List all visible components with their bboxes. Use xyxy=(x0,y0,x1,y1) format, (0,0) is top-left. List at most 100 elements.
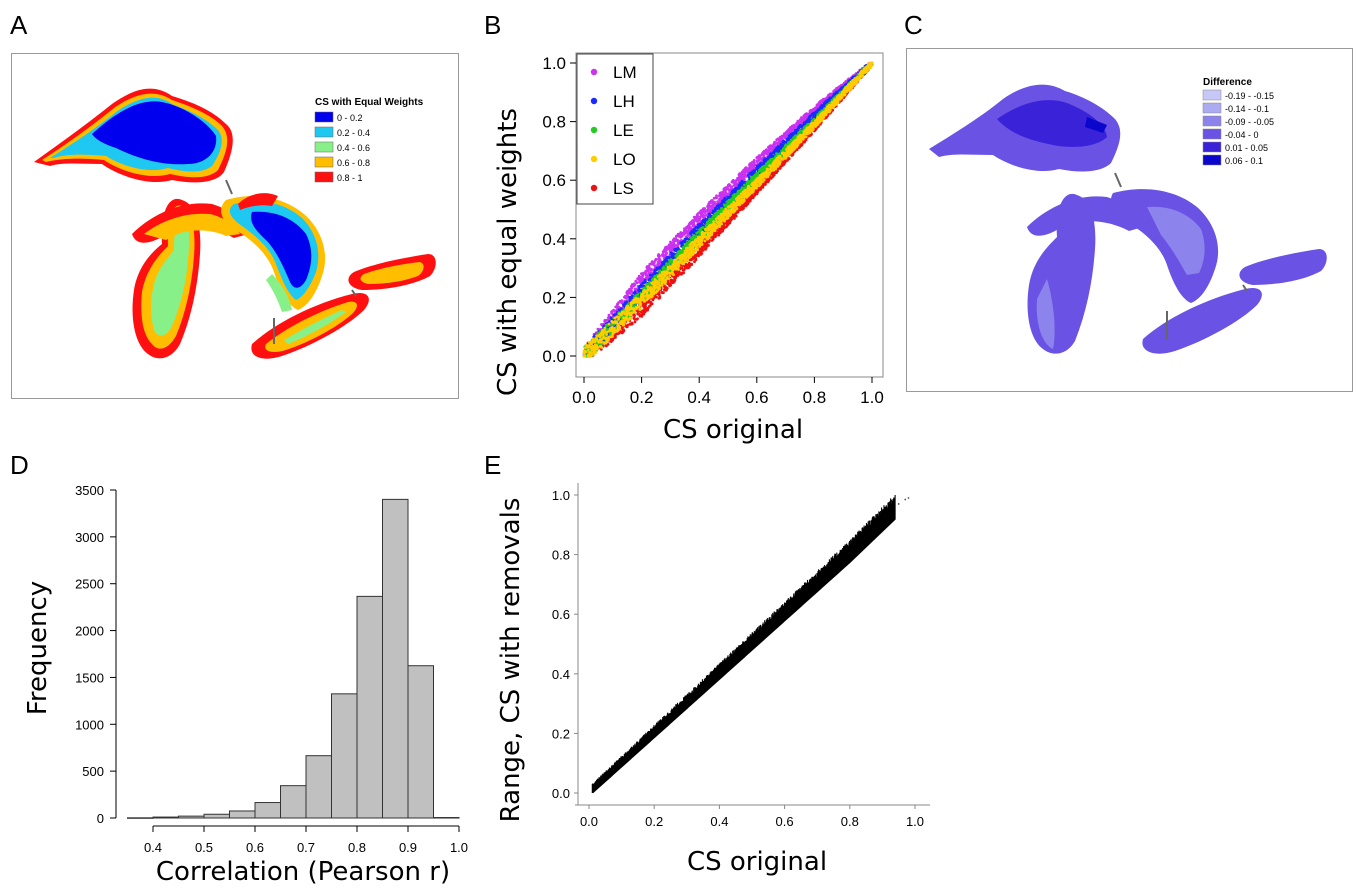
scatter-point-lm xyxy=(603,319,607,322)
scatter-point-lm xyxy=(737,173,741,177)
scatter-point-lm xyxy=(668,244,672,248)
scatter-point-lm xyxy=(687,222,691,226)
scatter-point-lm xyxy=(683,230,687,234)
scatter-point-ls xyxy=(695,254,698,258)
scatter-point-lm xyxy=(833,88,837,92)
scatter-point-ls xyxy=(655,295,658,299)
scatter-point-lh xyxy=(670,251,673,255)
scatter-point-lm xyxy=(600,323,603,326)
scatter-point-lm xyxy=(685,231,689,235)
scatter-point-ls xyxy=(645,300,649,304)
scatter-point-ls xyxy=(639,310,643,314)
scatter-point-ls xyxy=(676,273,680,277)
scatter-point-ls xyxy=(717,233,721,237)
scatter-point-lm xyxy=(724,194,727,197)
scatter-point-ls xyxy=(739,208,743,211)
scatter-point-lm xyxy=(811,109,815,113)
scatter-point-lh xyxy=(630,294,634,297)
scatter-point-ls xyxy=(762,183,766,187)
scatter-point-lh xyxy=(774,148,777,152)
lake-ontario-a xyxy=(348,254,436,290)
scatter-point-lm xyxy=(665,252,668,256)
scatter-point-lm xyxy=(741,172,745,176)
scatter-point-lh xyxy=(673,248,676,252)
scatter-point-lh xyxy=(752,169,756,173)
scatter-point-ls xyxy=(688,265,691,268)
scatter-point-lm xyxy=(697,211,701,215)
legend-swatch-a xyxy=(314,111,334,123)
scatter-point-lm xyxy=(652,261,656,265)
scatter-point-lm xyxy=(762,152,765,155)
scatter-point-ls xyxy=(776,169,779,173)
scatter-point-lm xyxy=(726,185,730,189)
scatter-point-lm xyxy=(742,176,746,180)
scatter-point-lm xyxy=(734,179,738,183)
scatter-point-ls xyxy=(668,282,672,286)
map-panel-a: CS with Equal Weights 0 - 0.2 0.2 - 0.4 0.… xyxy=(11,53,459,399)
panel-letter-b: B xyxy=(484,10,502,40)
scatter-point-lm xyxy=(703,211,707,215)
scatter-point-ls xyxy=(745,203,749,207)
scatter-point-lm xyxy=(736,177,739,180)
scatter-point-lm xyxy=(820,99,823,102)
scatter-point-lh xyxy=(810,113,813,117)
scatter-point-lm xyxy=(696,214,699,218)
scatter-point-lm xyxy=(721,193,725,197)
scatter-point-ls xyxy=(690,258,693,262)
scatter-point-lh xyxy=(711,211,714,215)
scatter-point-lm xyxy=(779,138,783,142)
scatter-point-lm xyxy=(711,206,715,209)
scatter-point-lm xyxy=(694,217,698,221)
scatter-point-lm xyxy=(672,242,676,246)
scatter-point-lh xyxy=(763,157,767,161)
scatter-point-lm xyxy=(730,185,734,189)
legend-label-a: 0.8 - 1 xyxy=(337,173,363,183)
scatter-point-lm xyxy=(771,144,775,148)
scatter-point-ls xyxy=(772,173,775,177)
scatter-point-lh xyxy=(694,225,698,229)
scatter-point-lm xyxy=(708,200,711,204)
scatter-point-lm xyxy=(691,219,695,222)
scatter-point-lm xyxy=(650,267,653,271)
scatter-point-lm xyxy=(719,194,722,198)
scatter-point-ls xyxy=(736,210,740,214)
scatter-point-lm xyxy=(783,132,786,136)
scatter-point-lm xyxy=(724,191,728,195)
scatter-point-lm xyxy=(755,156,759,160)
scatter-point-ls xyxy=(745,201,749,204)
scatter-point-lm xyxy=(735,182,738,186)
scatter-point-lm xyxy=(659,259,662,263)
scatter-point-lh xyxy=(697,223,700,227)
scatter-point-lm xyxy=(804,112,807,116)
scatter-point-ls xyxy=(725,224,729,227)
scatter-point-lm xyxy=(758,156,762,160)
scatter-point-lm xyxy=(775,141,778,145)
scatter-point-lm xyxy=(674,239,678,243)
legend-label-a: 0 - 0.2 xyxy=(337,113,363,123)
scatter-point-lh xyxy=(807,117,811,121)
scatter-point-ls xyxy=(660,290,664,294)
scatter-point-lm xyxy=(796,119,800,123)
scatter-point-lh xyxy=(676,247,680,250)
scatter-point-lh xyxy=(823,102,826,105)
scatter-point-ls xyxy=(614,334,617,338)
scatter-point-ls xyxy=(619,330,623,334)
scatter-point-ls xyxy=(674,272,678,276)
scatter-point-lm xyxy=(707,205,710,209)
scatter-point-lm xyxy=(726,192,730,196)
scatter-point-lh xyxy=(755,166,759,170)
scatter-point-ls xyxy=(772,171,776,175)
scatter-point-lm xyxy=(689,226,692,229)
scatter-point-lm xyxy=(749,166,753,169)
great-lakes-map-a: CS with Equal Weights 0 - 0.20.2 - 0.40.… xyxy=(34,88,436,359)
scatter-point-lh xyxy=(689,232,692,236)
scatter-point-lm xyxy=(640,272,643,276)
scatter-point-lm xyxy=(715,194,718,198)
scatter-point-lm xyxy=(632,284,636,288)
scatter-point-lm xyxy=(635,281,639,285)
scatter-point-lm xyxy=(661,254,664,258)
map-legend-a: CS with Equal Weights 0 - 0.20.2 - 0.40.… xyxy=(314,97,424,183)
scatter-point-lh xyxy=(638,285,642,288)
scatter-point-ls xyxy=(766,180,770,184)
scatter-point-lh xyxy=(790,132,793,136)
